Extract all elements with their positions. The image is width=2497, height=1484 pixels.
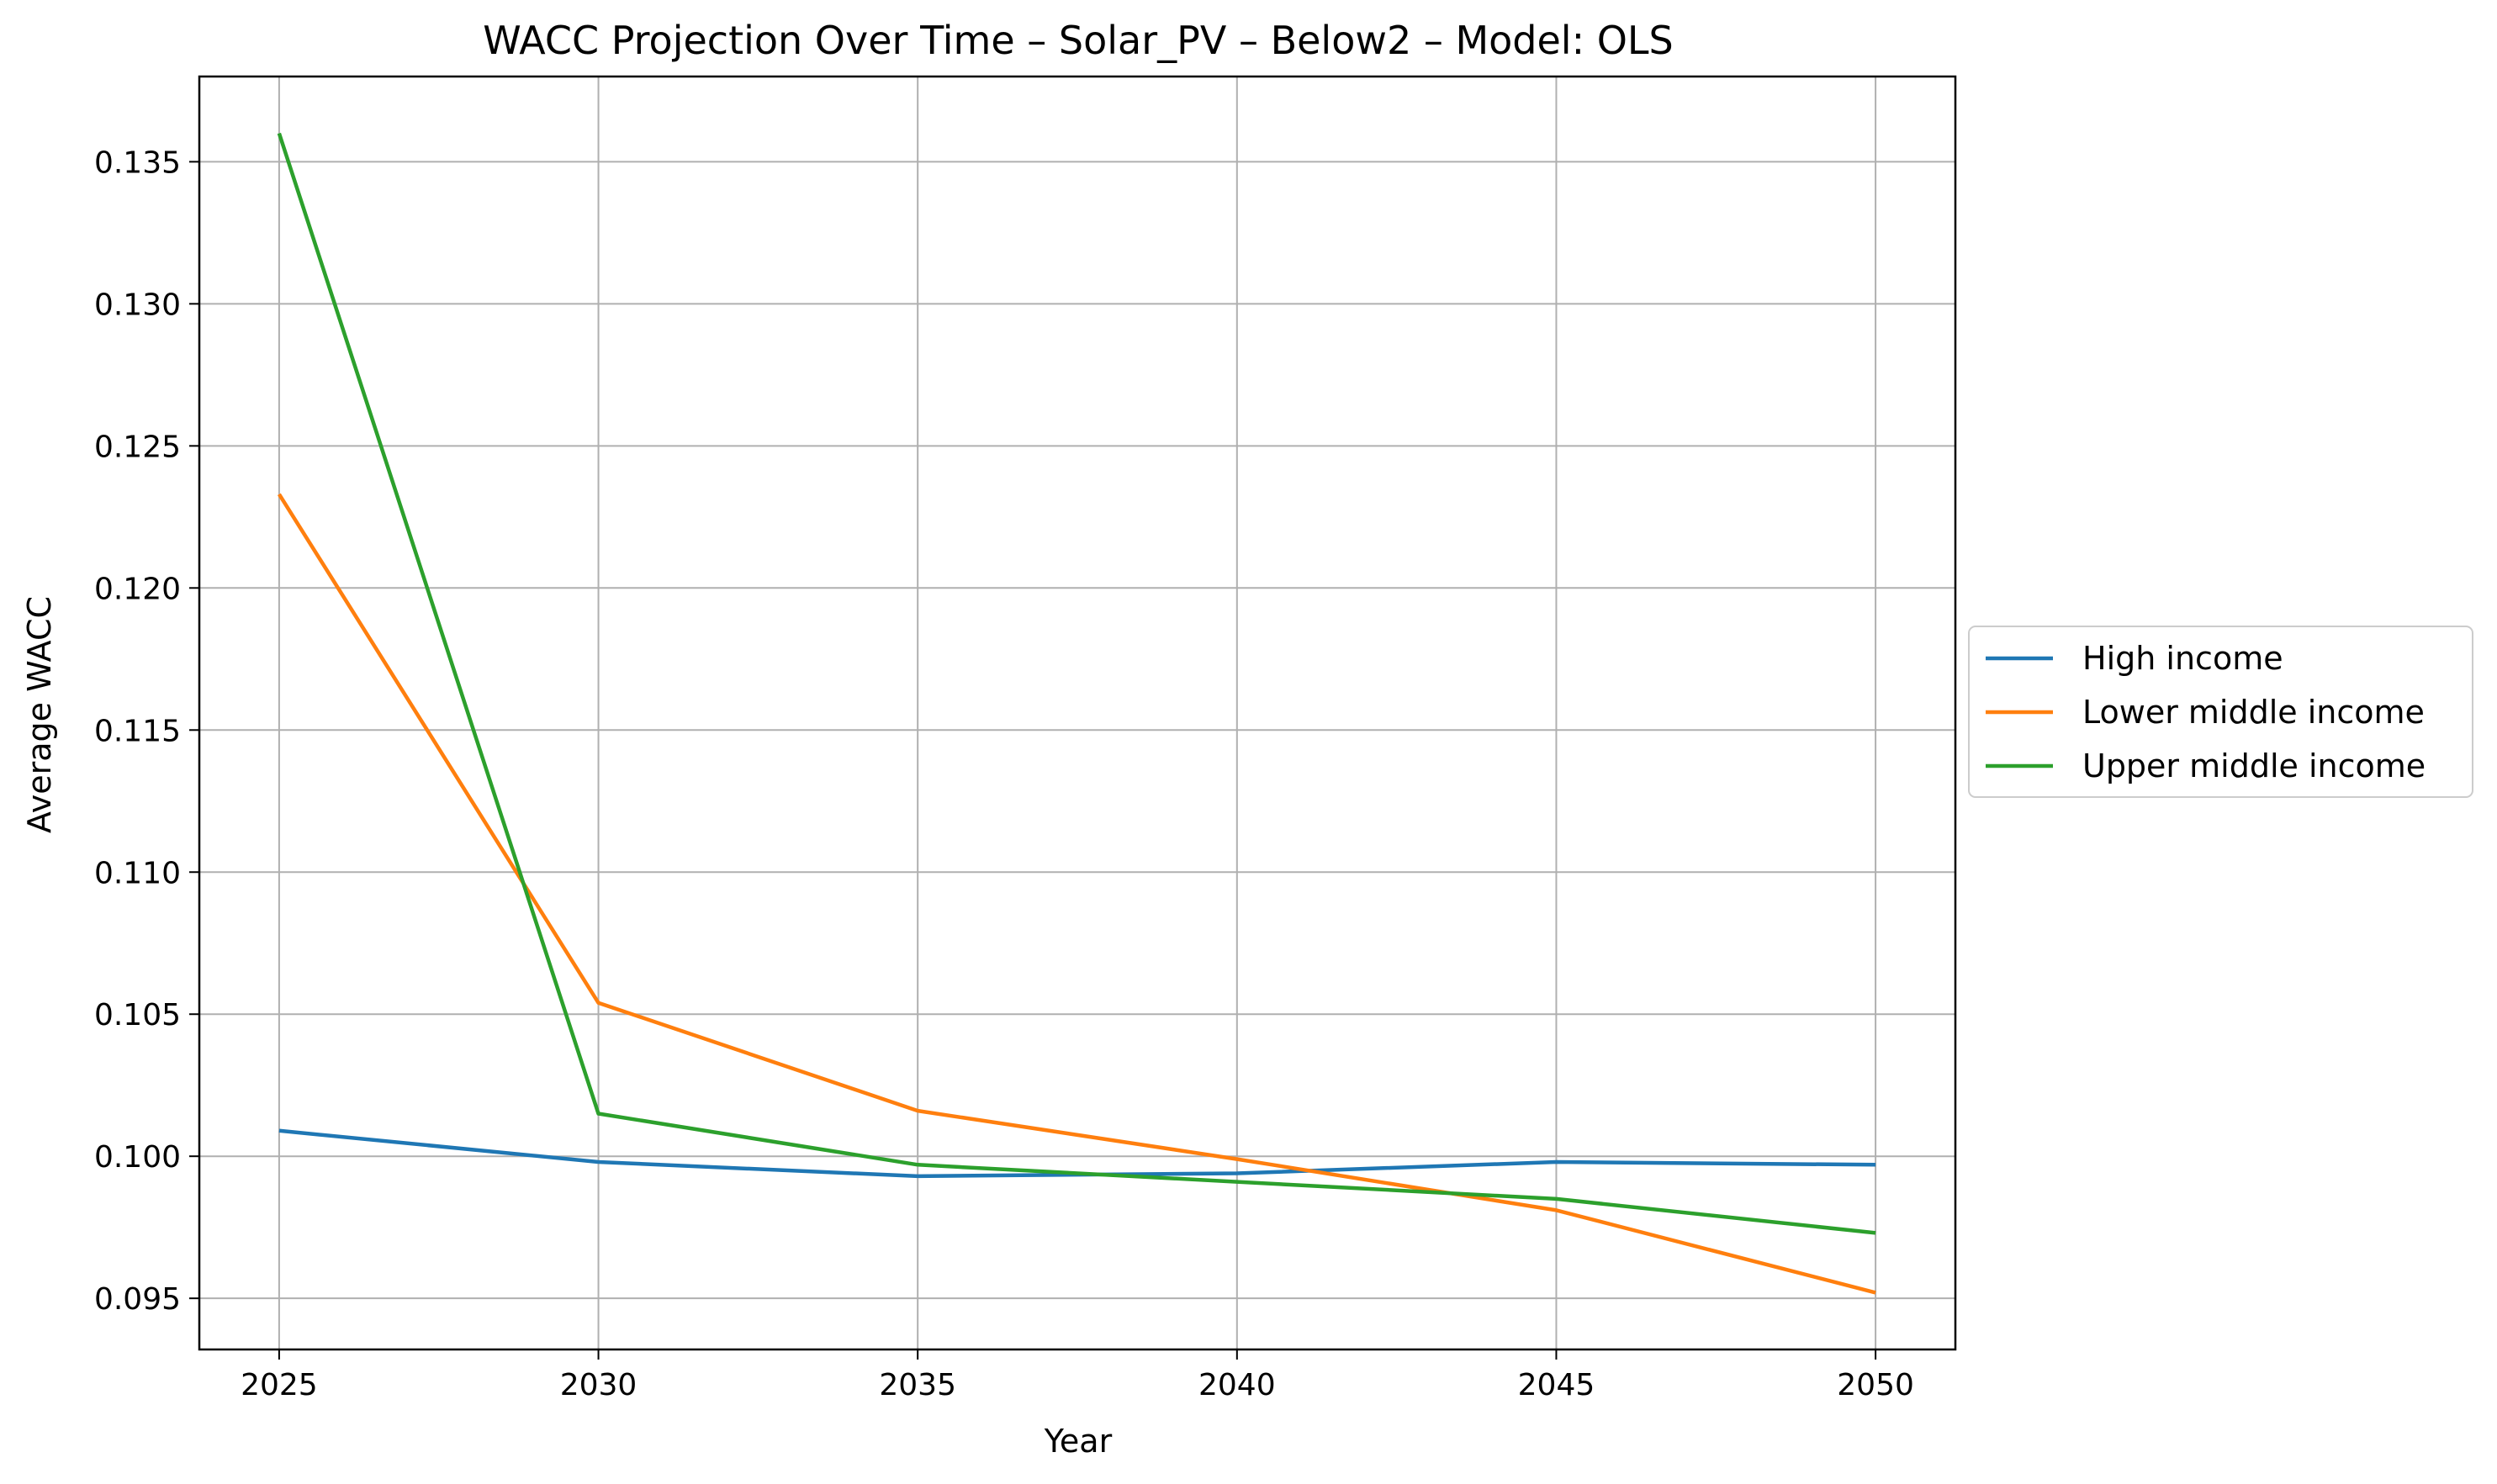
series-line-lower-middle-income: [277, 493, 1876, 1295]
legend-label-high-income: High income: [2082, 640, 2283, 677]
x-tick-label: 2050: [1837, 1368, 1914, 1402]
y-tick-label: 0.110: [94, 856, 181, 890]
x-tick-label: 2035: [879, 1368, 956, 1402]
legend: High income Lower middle income Upper midd…: [1968, 626, 2473, 798]
y-axis-ticks: 0.095 0.100 0.105 0.110 0.115 0.120 0.125 0.130…: [94, 145, 199, 1317]
chart-title: WACC Projection Over Time – Solar_PV – B…: [483, 18, 1674, 63]
x-tick-label: 2025: [241, 1368, 318, 1402]
x-tick-label: 2030: [560, 1368, 637, 1402]
series-lines: [277, 132, 1876, 1295]
x-tick-label: 2040: [1198, 1368, 1276, 1402]
x-tick-label: 2045: [1518, 1368, 1595, 1402]
x-axis-label: Year: [1044, 1423, 1113, 1460]
plot-area-frame: [198, 75, 1957, 1351]
y-tick-label: 0.120: [94, 572, 181, 606]
legend-label-lower-middle-income: Lower middle income: [2082, 694, 2425, 731]
y-tick-label: 0.125: [94, 430, 181, 464]
x-axis-ticks: 2025 2030 2035 2040 2045 2050: [241, 1349, 1914, 1402]
grid-lines: [199, 77, 1955, 1349]
y-axis-label: Average WACC: [21, 596, 58, 833]
y-tick-label: 0.115: [94, 714, 181, 748]
legend-label-upper-middle-income: Upper middle income: [2082, 747, 2426, 784]
y-tick-label: 0.130: [94, 288, 181, 322]
series-line-upper-middle-income: [277, 132, 1876, 1235]
y-tick-label: 0.135: [94, 145, 181, 180]
y-tick-label: 0.095: [94, 1282, 181, 1317]
y-tick-label: 0.100: [94, 1140, 181, 1175]
y-tick-label: 0.105: [94, 998, 181, 1032]
legend-box: [1968, 626, 2473, 798]
